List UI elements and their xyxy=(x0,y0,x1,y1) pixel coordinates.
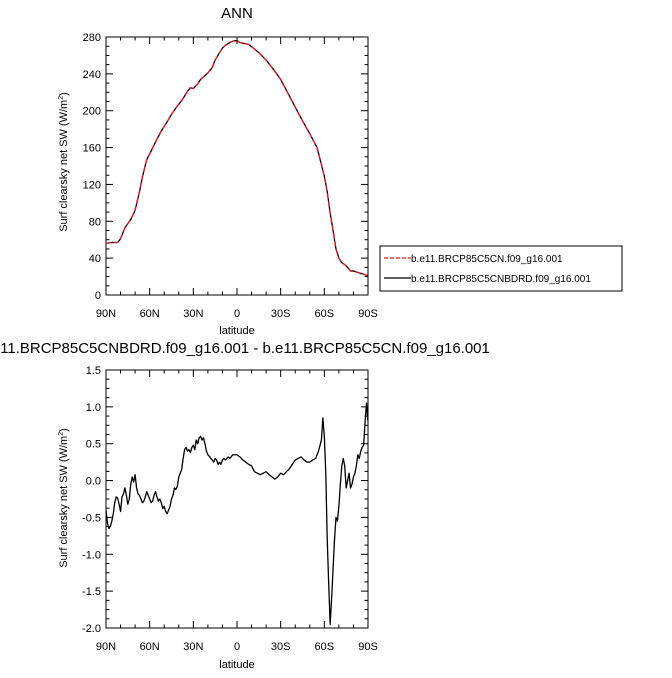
panel1-xtick-label: 60S xyxy=(315,308,335,320)
panel1-series-line-1 xyxy=(106,40,368,277)
panel2-title: 11.BRCP85C5CNBDRD.f09_g16.001 - b.e11.BR… xyxy=(0,340,490,357)
panel2-xtick-label: 90S xyxy=(358,641,378,653)
panel1-ytick-label: 40 xyxy=(89,253,101,265)
panel1-xtick-label: 30S xyxy=(271,308,291,320)
panel2-ytick-label: -1.5 xyxy=(82,586,101,598)
panel1-series-line-2 xyxy=(106,40,368,277)
panel1-xtick-label: 90N xyxy=(96,308,116,320)
legend: b.e11.BRCP85C5CN.f09_g16.001 b.e11.BRCP8… xyxy=(379,245,623,292)
panel2-y-axis-label: Surf clearsky net SW (W/m2) xyxy=(58,428,70,568)
panel2-xtick-label: 0 xyxy=(234,641,240,653)
panel1-x-axis-label: latitude xyxy=(219,325,254,337)
panel1-ytick-label: 240 xyxy=(83,69,101,81)
panel1-ytick-label: 280 xyxy=(83,32,101,44)
panel1-ytick-label: 160 xyxy=(83,143,101,155)
panel2-xtick-label: 90N xyxy=(96,641,116,653)
panel1-xtick-label: 0 xyxy=(234,308,240,320)
panel2-ytick-label: 0.0 xyxy=(86,476,101,488)
panel2-xtick-label: 60N xyxy=(140,641,160,653)
panel2-ytick-label: 0.5 xyxy=(86,439,101,451)
panel2-xtick-label: 30N xyxy=(183,641,203,653)
panel1-y-axis-label: Surf clearsky net SW (W/m2) xyxy=(58,92,70,232)
panel1-xtick-label: 60N xyxy=(140,308,160,320)
panel2-series-line-1 xyxy=(106,402,368,625)
panel2-ytick-label: -0.5 xyxy=(82,512,101,524)
legend-label-control: b.e11.BRCP85C5CN.f09_g16.001 xyxy=(411,254,563,265)
panel2-ytick-label: -2.0 xyxy=(82,623,101,635)
panel2-xtick-label: 60S xyxy=(315,641,335,653)
panel2-ytick-label: -1.0 xyxy=(82,549,101,561)
panel1-plot: 90N 60N 30N 0 30S 60S 90S 0 40 80 120 160 200 240 280 xyxy=(83,32,378,320)
panel1-ytick-label: 0 xyxy=(95,290,101,302)
panel1-ytick-label: 200 xyxy=(83,106,101,118)
panel1-xtick-label: 30N xyxy=(183,308,203,320)
panel1-ytick-label: 120 xyxy=(83,179,101,191)
panel1-ytick-label: 80 xyxy=(89,216,101,228)
panel2-xtick-label: 30S xyxy=(271,641,291,653)
panel1-title: ANN xyxy=(221,5,253,22)
panel2-plot: 90N 60N 30N 0 30S 60S 90S -2.0 -1.5 -1.0 -0.5 0.0 0.… xyxy=(82,365,378,653)
panel2-ytick-label: 1.0 xyxy=(86,402,101,414)
panel2-x-axis-label: latitude xyxy=(219,659,254,671)
panel2-ytick-label: 1.5 xyxy=(86,365,101,377)
panel1-xtick-label: 90S xyxy=(358,308,378,320)
legend-label-bdrd: b.e11.BRCP85C5CNBDRD.f09_g16.001 xyxy=(411,274,591,285)
legend-box xyxy=(379,245,623,292)
